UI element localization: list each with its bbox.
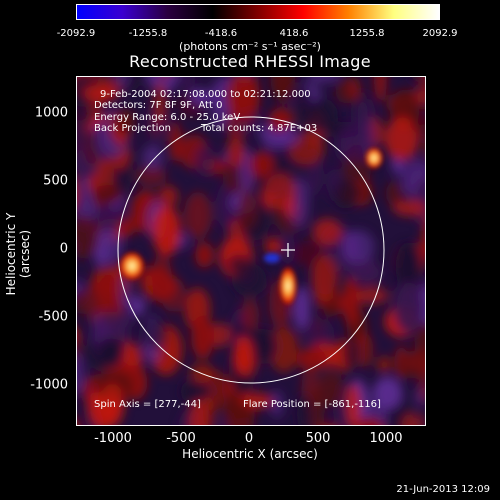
colorbar-tick-label: -2092.9 (56, 28, 96, 39)
y-tick-label: 0 (59, 241, 68, 257)
colorbar-units: (photons cm⁻² s⁻¹ asec⁻²) (179, 40, 321, 53)
total-counts: Total counts: 4.87E+03 (201, 123, 318, 134)
timestamp-footer: 21-Jun-2013 12:09 (396, 484, 490, 495)
emission-pattern (76, 76, 426, 426)
image-title: Reconstructed RHESSI Image (129, 52, 371, 71)
colorbar-tick-label: -418.6 (204, 28, 238, 39)
colorbar-tick-label: 1255.8 (349, 28, 385, 39)
bright-sources (118, 146, 384, 308)
x-tick-label: -500 (166, 431, 196, 446)
colorbar-tick-label: -1255.8 (128, 28, 168, 39)
rhessi-image-svg (76, 76, 426, 426)
y-tick-label: -500 (38, 309, 68, 325)
colorbar (76, 4, 440, 20)
y-tick-label: 500 (43, 173, 68, 189)
x-tick-label: -1000 (94, 431, 132, 446)
x-tick-label: 500 (305, 431, 331, 446)
colorbar-tick-label: 2092.9 (422, 28, 458, 39)
flare-position-info: Flare Position = [-861,-116] (243, 399, 381, 410)
x-tick-label: 0 (244, 431, 254, 446)
rhessi-image: 9-Feb-2004 02:17:08.000 to 02:21:12.000 … (76, 76, 426, 426)
y-tick-label: -1000 (30, 377, 68, 393)
y-axis-label: Heliocentric Y (arcsec) (4, 212, 32, 296)
spin-axis-info: Spin Axis = [277,-44] (94, 399, 201, 410)
detectors-info: Detectors: 7F 8F 9F, Att 0 (94, 100, 223, 111)
solar-limb (117, 116, 385, 384)
x-tick-label: 1000 (369, 431, 403, 446)
y-tick-label: 1000 (34, 105, 68, 121)
spin-axis-marker (281, 243, 295, 257)
energy-range: Energy Range: 6.0 - 25.0 keV (94, 112, 241, 123)
method-info: Back Projection (94, 123, 171, 134)
x-axis-label: Heliocentric X (arcsec) (182, 447, 318, 461)
colorbar-tick-label: 418.6 (279, 28, 309, 39)
time-range: 9-Feb-2004 02:17:08.000 to 02:21:12.000 (100, 89, 311, 100)
